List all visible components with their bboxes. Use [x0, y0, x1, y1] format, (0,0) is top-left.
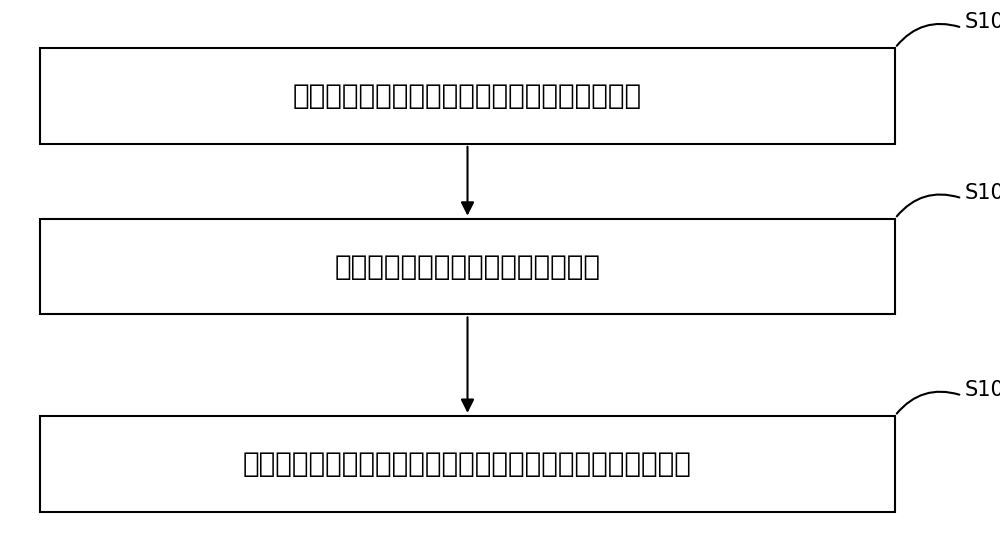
- Bar: [40, 48, 895, 144]
- Bar: [40, 416, 895, 512]
- Text: S104: S104: [965, 183, 1000, 203]
- Bar: [40, 219, 895, 314]
- Text: 将线圈放入模具中，所述线圈缠绕为预定的形状: 将线圈放入模具中，所述线圈缠绕为预定的形状: [293, 82, 642, 110]
- Text: 将所述线圈的引线弯折至所述模具上: 将所述线圈的引线弯折至所述模具上: [334, 253, 600, 280]
- Text: S106: S106: [965, 380, 1000, 400]
- Text: 在所述模具中加入软磁金属粉末进行压制，得到一体成型电感: 在所述模具中加入软磁金属粉末进行压制，得到一体成型电感: [243, 450, 692, 478]
- Text: S102: S102: [965, 12, 1000, 33]
